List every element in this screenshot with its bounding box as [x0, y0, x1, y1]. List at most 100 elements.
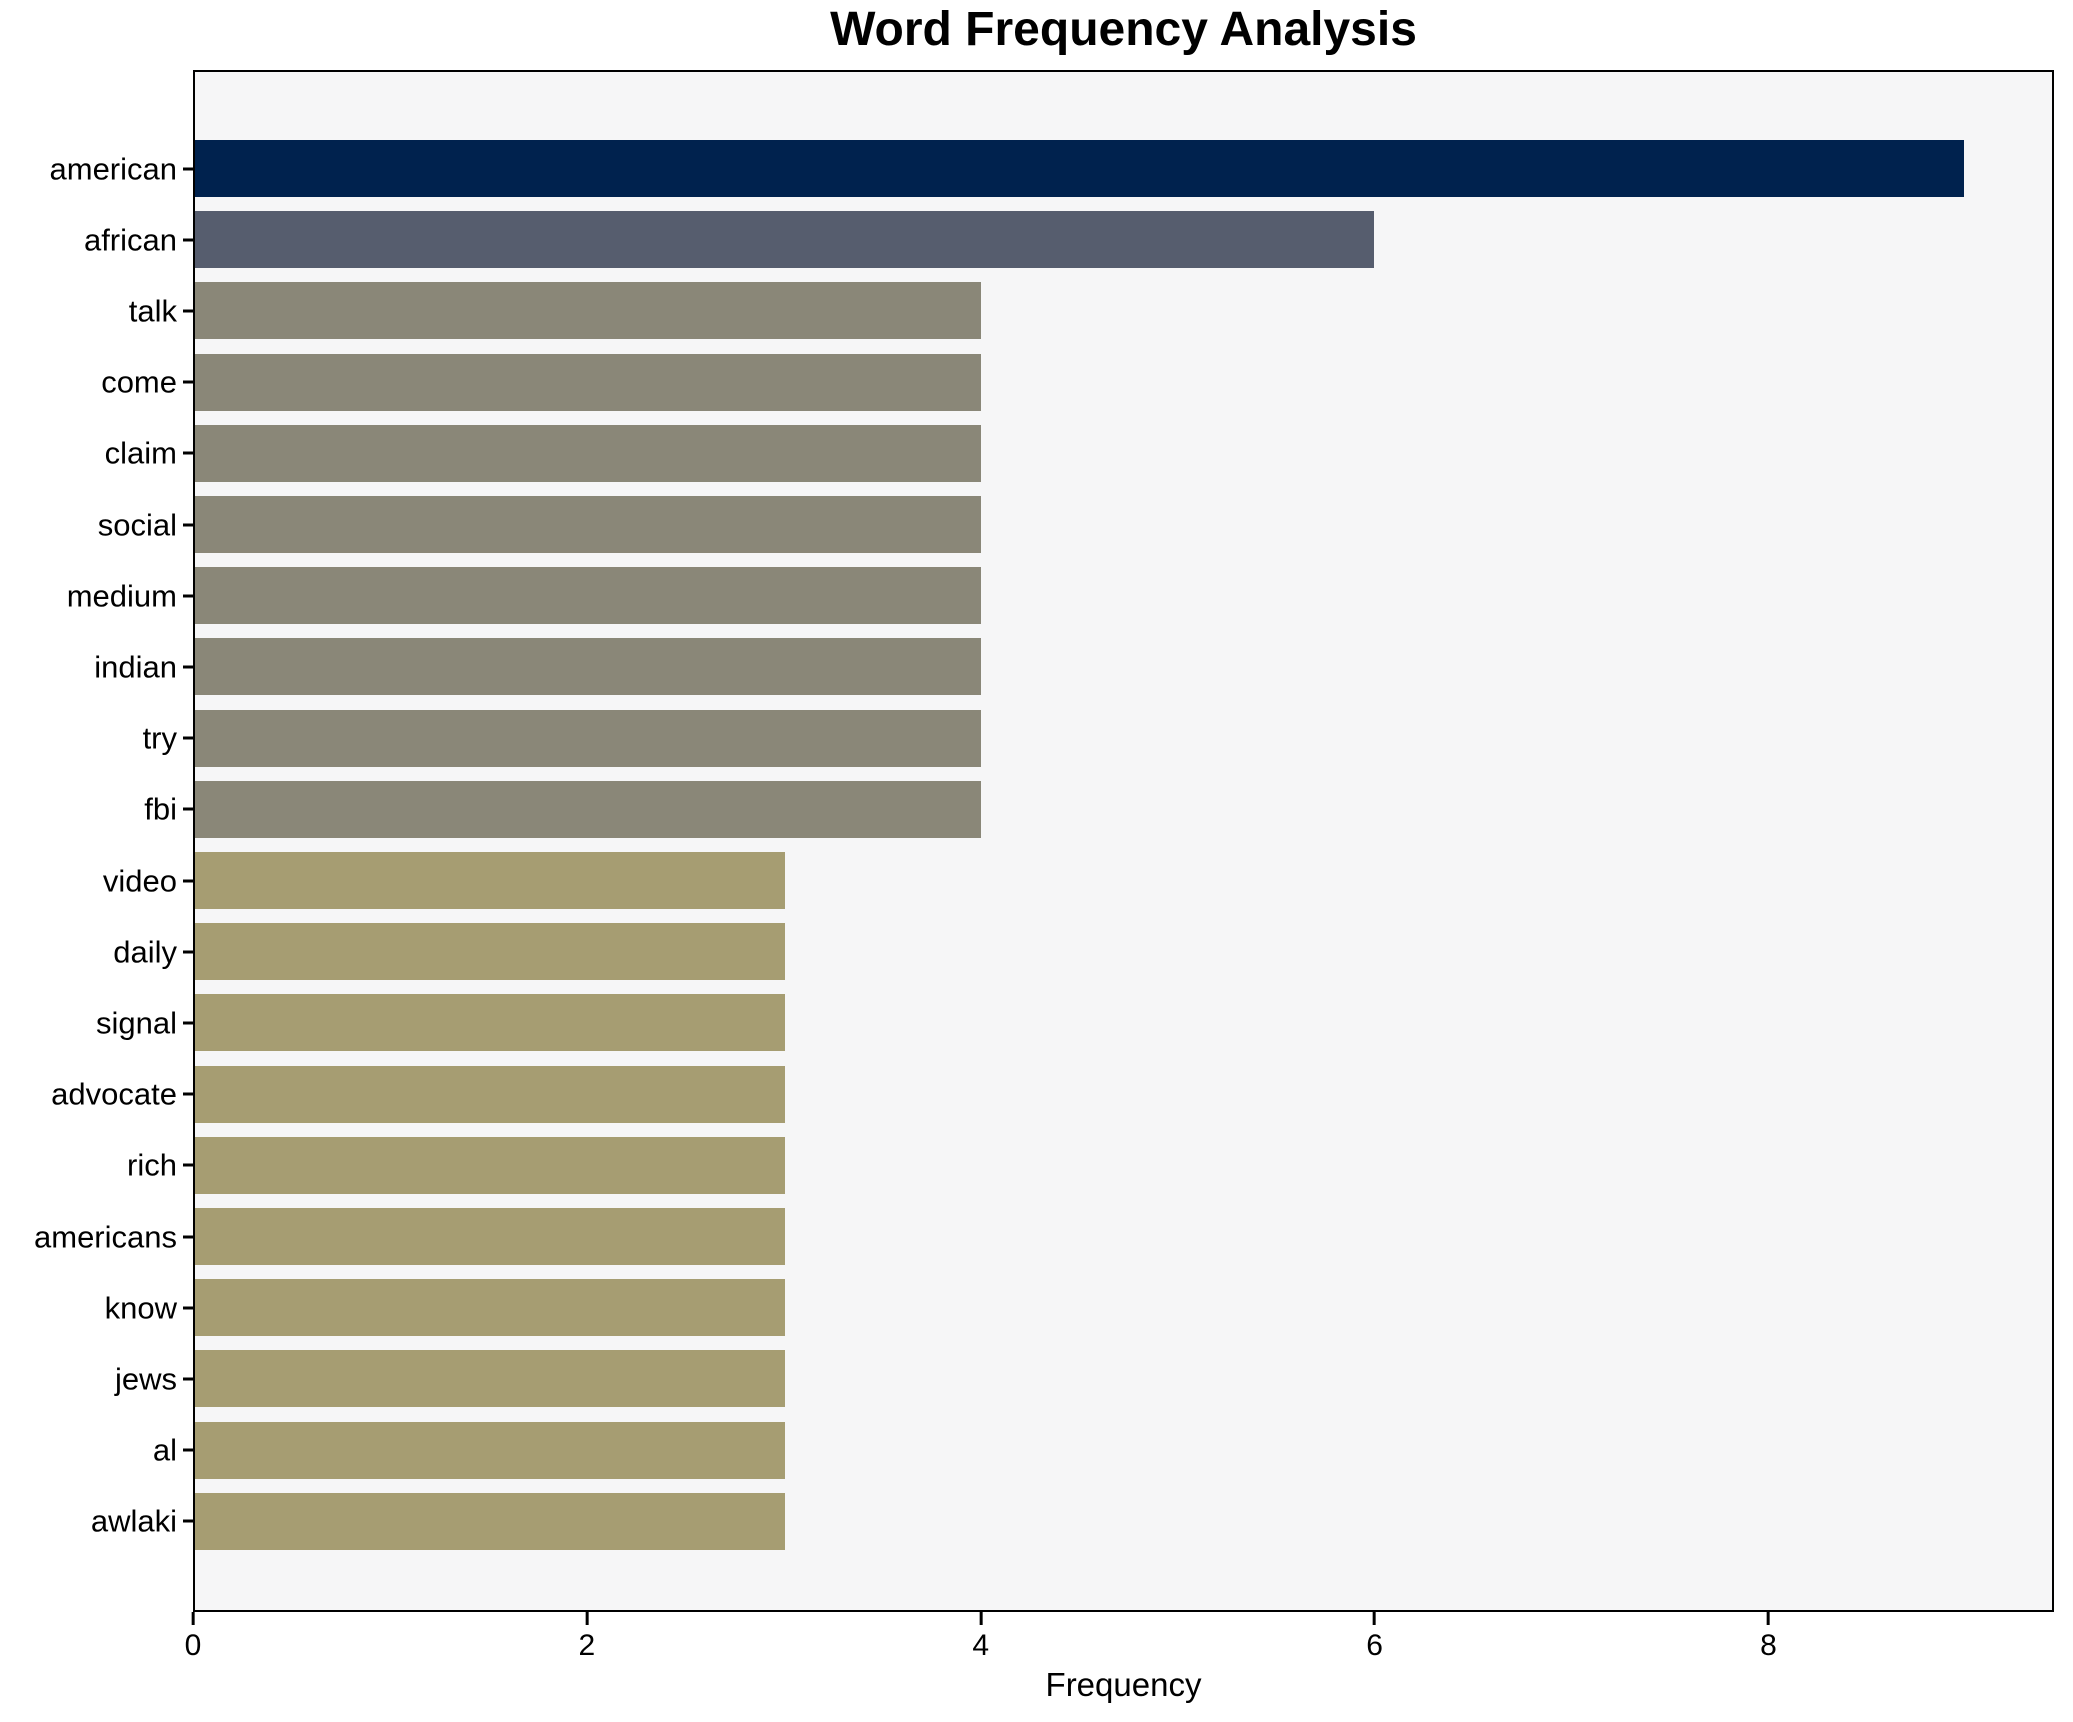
y-tick-label: try — [142, 720, 177, 756]
y-tick-mark — [183, 665, 193, 669]
bar-row: daily — [113, 923, 2052, 981]
y-tick-label: americans — [34, 1219, 177, 1255]
bar-indian — [195, 638, 982, 696]
y-tick-label: claim — [104, 435, 177, 471]
bar-al — [195, 1421, 785, 1479]
y-tick-mark — [183, 309, 193, 313]
bar-row: fbi — [144, 780, 2052, 838]
y-tick-label: daily — [113, 934, 177, 970]
bar-row: signal — [96, 994, 2052, 1052]
y-tick-mark — [183, 1377, 193, 1381]
y-tick-mark — [183, 167, 193, 170]
y-tick-label: american — [49, 151, 178, 186]
bar-awlaki — [195, 1492, 785, 1550]
bar-row: awlaki — [91, 1492, 2052, 1550]
bar-row: social — [98, 496, 2052, 554]
bar-american — [195, 140, 1964, 197]
plot-area: american african talk come claim social medium… — [34, 70, 2054, 1612]
bar-talk — [195, 282, 982, 340]
bar-jews — [195, 1350, 785, 1408]
bar-claim — [195, 424, 982, 482]
y-tick-label: african — [83, 222, 177, 258]
bar-african — [195, 211, 1375, 269]
x-tick-mark — [979, 1612, 983, 1625]
bar-medium — [195, 567, 982, 625]
x-axis-ticks: 0 2 4 6 8 — [185, 1612, 2054, 1682]
bar-try — [195, 709, 982, 767]
y-tick-mark — [183, 451, 193, 455]
bar-americans — [195, 1208, 785, 1266]
x-tick: 6 — [1366, 1612, 1383, 1661]
bar-advocate — [195, 1065, 785, 1123]
bar-fbi — [195, 780, 982, 838]
bar-signal — [195, 994, 785, 1052]
bar-row: try — [143, 709, 2052, 767]
y-tick-label: al — [152, 1432, 177, 1468]
bar-row: americans — [34, 1208, 2052, 1266]
y-tick-mark — [183, 1519, 193, 1523]
bar-row: jews — [115, 1350, 2052, 1408]
y-tick-label: rich — [127, 1147, 177, 1183]
y-tick-mark — [183, 1021, 193, 1025]
x-tick-mark — [1766, 1612, 1770, 1625]
x-tick: 8 — [1760, 1612, 1777, 1661]
y-tick-mark — [183, 1448, 193, 1452]
y-tick-label: fbi — [144, 791, 177, 827]
y-tick-mark — [183, 736, 193, 740]
bar-social — [195, 496, 982, 554]
y-tick-mark — [183, 1306, 193, 1310]
bar-row: advocate — [51, 1065, 2052, 1123]
y-tick-mark — [183, 1235, 193, 1239]
y-tick-mark — [183, 523, 193, 527]
bar-know — [195, 1279, 785, 1337]
bar-daily — [195, 923, 785, 981]
bar-row: come — [101, 353, 2052, 411]
bar-row: claim — [105, 424, 2052, 482]
bar-row: american — [50, 140, 2052, 197]
y-tick-mark — [183, 594, 193, 598]
y-tick-label: know — [104, 1290, 177, 1326]
y-tick-label: indian — [94, 649, 177, 685]
y-tick-label: talk — [128, 293, 177, 329]
y-tick-label: social — [97, 507, 177, 543]
x-tick-label: 4 — [972, 1629, 990, 1662]
x-tick: 0 — [184, 1612, 202, 1662]
y-tick-mark — [183, 879, 193, 883]
y-tick-label: video — [102, 863, 177, 899]
x-tick-mark — [191, 1612, 195, 1625]
y-tick-mark — [183, 1163, 193, 1167]
bar-come — [195, 353, 982, 411]
y-tick-mark — [183, 807, 193, 811]
y-tick-label: medium — [66, 578, 177, 614]
y-tick-label: come — [101, 364, 177, 400]
bar-video — [195, 852, 785, 910]
y-tick-label: awlaki — [90, 1503, 177, 1539]
x-tick-label: 0 — [184, 1629, 202, 1662]
bar-row: rich — [127, 1136, 2052, 1194]
x-axis-label: Frequency — [1045, 1666, 1202, 1703]
y-tick-label: jews — [114, 1361, 177, 1397]
x-tick-label: 8 — [1760, 1629, 1777, 1662]
bar-row: indian — [94, 638, 2052, 696]
x-tick: 2 — [578, 1612, 596, 1662]
chart-title: Word Frequency Analysis — [830, 3, 1417, 56]
y-tick-label: advocate — [51, 1076, 177, 1112]
x-tick-mark — [585, 1612, 589, 1625]
y-tick-mark — [183, 1092, 193, 1096]
y-tick-mark — [183, 380, 193, 384]
y-tick-mark — [183, 950, 193, 954]
y-tick-mark — [183, 238, 193, 242]
x-tick-mark — [1373, 1612, 1377, 1625]
bar-row: video — [103, 852, 2052, 910]
x-tick-label: 2 — [578, 1629, 596, 1662]
bar-row: al — [153, 1421, 2052, 1479]
x-tick-label: 6 — [1366, 1629, 1383, 1662]
y-tick-label: signal — [96, 1005, 177, 1041]
bars-container: american african talk come claim social medium… — [34, 72, 2052, 1610]
bar-row: african — [84, 211, 2052, 269]
x-tick: 4 — [972, 1612, 989, 1661]
bar-row: know — [105, 1279, 2052, 1337]
bar-row: talk — [129, 282, 2052, 340]
bar-row: medium — [67, 567, 2052, 625]
